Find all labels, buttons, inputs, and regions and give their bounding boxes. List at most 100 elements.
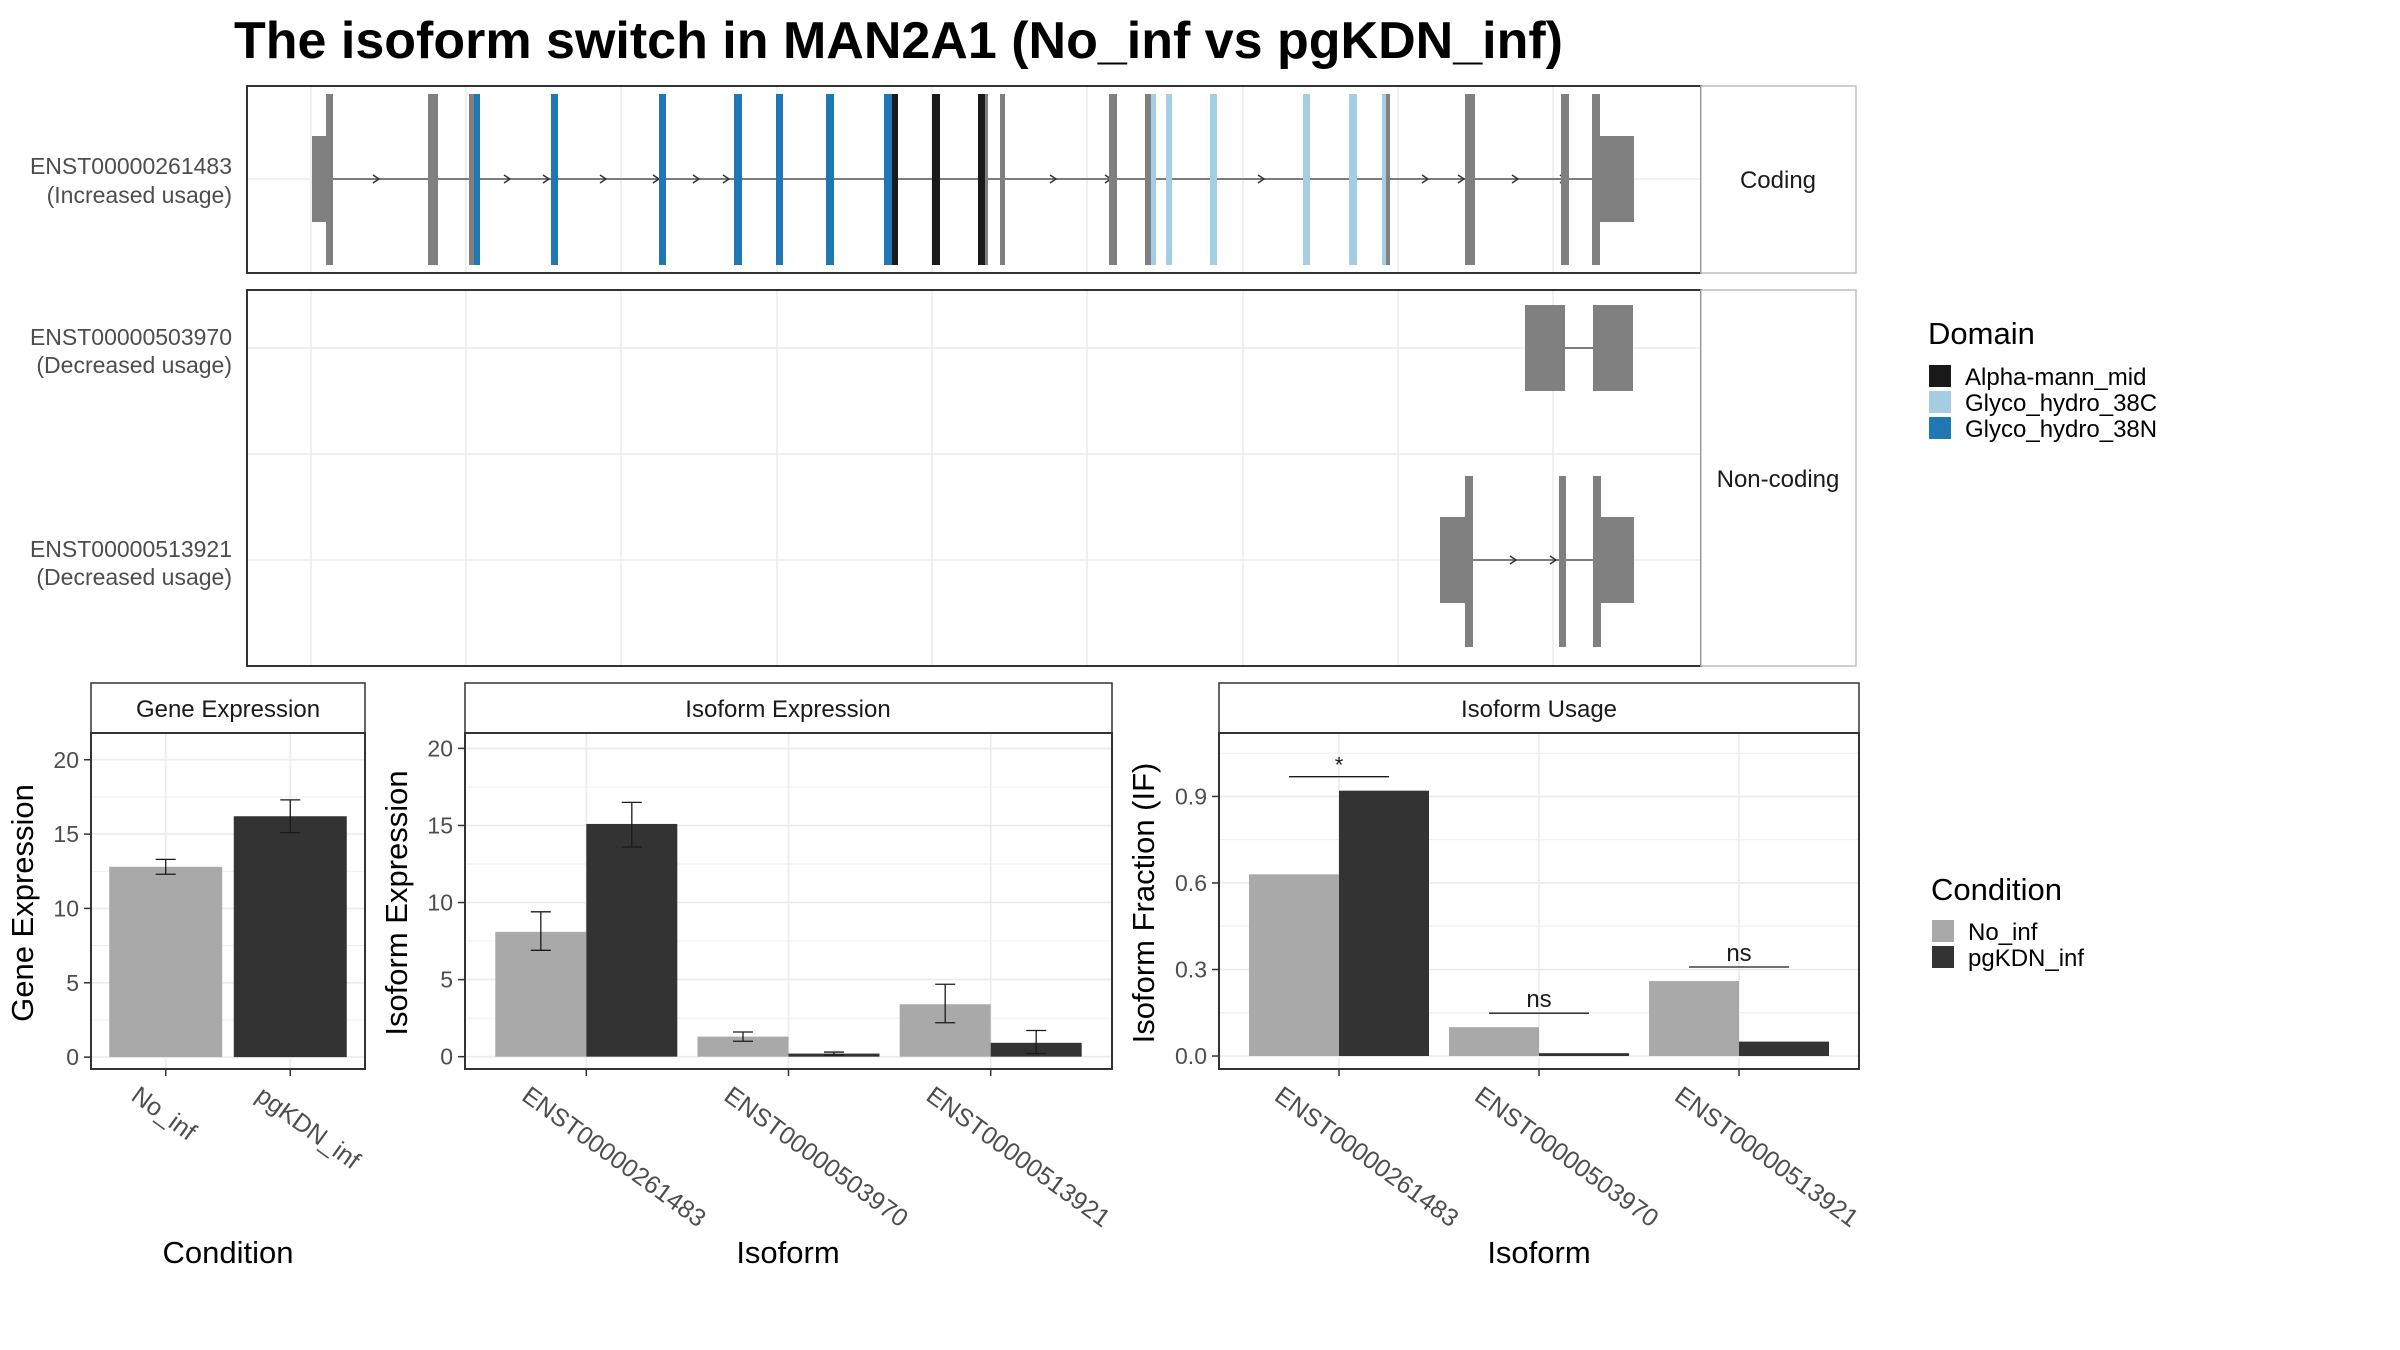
panel-title: Gene Expression	[136, 696, 320, 723]
domain-exon-Alpha-mann_mid	[932, 94, 940, 265]
transcript-label-usage: (Decreased usage)	[36, 352, 232, 378]
significance-label: ns	[1726, 940, 1751, 967]
panel-strip	[90, 682, 366, 734]
legend-label: Alpha-mann_mid	[1965, 364, 2146, 391]
exon	[1109, 94, 1117, 265]
transcript-label-usage: (Increased usage)	[47, 182, 232, 208]
legend-key-Glyco_hydro_38C	[1929, 391, 1951, 413]
exon	[428, 94, 438, 265]
exon	[1000, 94, 1005, 265]
legend-label: No_inf	[1968, 919, 2038, 946]
panel-strip	[1218, 682, 1860, 734]
y-tick-label: 0	[66, 1044, 79, 1070]
domain-exon-Glyco_hydro_38C	[1166, 94, 1172, 265]
x-tick-label: ENST00000261483	[1269, 1081, 1463, 1233]
x-tick-label: ENST00000261483	[517, 1081, 711, 1233]
legend-key-Glyco_hydro_38N	[1929, 417, 1951, 439]
noncoding-facet-background	[246, 289, 1702, 667]
domain-exon-Glyco_hydro_38N	[776, 94, 783, 265]
legend-key-Alpha-mann_mid	[1929, 365, 1951, 387]
x-tick-label: ENST00000503970	[1469, 1081, 1663, 1233]
legend-key-No_inf	[1932, 920, 1954, 942]
exon	[1145, 94, 1151, 265]
y-tick-label: 0.0	[1175, 1043, 1207, 1069]
x-tick-label: ENST00000503970	[719, 1081, 913, 1233]
transcript-label-usage: (Decreased usage)	[36, 564, 232, 590]
utr-exon	[312, 136, 327, 222]
bar	[586, 823, 678, 1057]
exon	[1465, 94, 1475, 265]
bars: * ns ns	[1249, 753, 1829, 1057]
legend-label: Glyco_hydro_38C	[1965, 390, 2157, 417]
y-tick-label: 20	[427, 735, 453, 761]
exon	[469, 94, 474, 265]
domain-exon-Glyco_hydro_38N	[474, 94, 480, 265]
exon	[1559, 476, 1566, 647]
x-axis-title: Isoform	[1487, 1235, 1590, 1270]
domain-exon-Alpha-mann_mid	[978, 94, 985, 265]
transcript-ENST00000261483	[312, 94, 1634, 265]
significance-label: *	[1335, 753, 1344, 778]
bar	[495, 931, 587, 1057]
y-tick-label: 0.3	[1175, 956, 1207, 982]
y-tick-label: 20	[53, 747, 79, 773]
intron-arrow	[1549, 555, 1558, 565]
domain-exon-Alpha-mann_mid	[892, 94, 898, 265]
bar	[1649, 981, 1739, 1057]
domain-legend-title: Domain	[1928, 316, 2035, 351]
y-axis-title: Isoform Expression	[379, 770, 414, 1035]
y-tick-label: 10	[427, 890, 453, 916]
condition-legend-title: Condition	[1931, 872, 2062, 907]
exon	[1593, 476, 1601, 647]
domain-exon-Glyco_hydro_38C	[1151, 94, 1156, 265]
panel-title: Isoform Expression	[685, 696, 890, 723]
coding-facet-strip	[1700, 85, 1857, 274]
bars	[495, 801, 1082, 1057]
domain-exon-Glyco_hydro_38N	[884, 94, 892, 265]
domain-exon-Glyco_hydro_38N	[659, 94, 666, 265]
y-tick-label: 15	[427, 812, 453, 838]
legend-key-pgKDN_inf	[1932, 946, 1954, 968]
panel-title: Isoform Usage	[1461, 696, 1617, 723]
structure-panel: Coding Non-coding ENST00000261483 (Incre…	[30, 85, 1857, 667]
bar	[1739, 1041, 1829, 1057]
x-tick-label: No_inf	[126, 1081, 201, 1146]
domain-exon-Glyco_hydro_38N	[826, 94, 834, 265]
intron-arrow	[1509, 555, 1518, 565]
exon	[985, 94, 988, 265]
exon	[1465, 476, 1473, 647]
domain-exon-Glyco_hydro_38C	[1349, 94, 1357, 265]
y-tick-label: 5	[66, 970, 79, 996]
x-tick-label: ENST00000513921	[921, 1081, 1115, 1233]
x-tick-label: pgKDN_inf	[251, 1081, 365, 1175]
figure-title: The isoform switch in MAN2A1 (No_inf vs …	[234, 12, 1563, 70]
legend-label: Glyco_hydro_38N	[1965, 416, 2157, 443]
y-tick-label: 0.6	[1175, 870, 1207, 896]
bar	[697, 1036, 789, 1057]
exon	[1561, 94, 1569, 265]
bar	[1539, 1053, 1629, 1057]
coding-facet-label: Coding	[1740, 167, 1816, 194]
transcript-label-id: ENST00000503970	[30, 324, 232, 350]
transcript-ENST00000503970	[1525, 305, 1633, 391]
domain-legend: Domain Alpha-mann_mid Glyco_hydro_38C Gl…	[1928, 316, 2157, 443]
exon	[326, 94, 333, 265]
x-tick-label: ENST00000513921	[1669, 1081, 1863, 1233]
y-tick-label: 5	[440, 967, 453, 993]
domain-exon-Glyco_hydro_38C	[1210, 94, 1217, 265]
noncoding-facet-strip	[1700, 289, 1857, 667]
bar	[1449, 1027, 1539, 1057]
domain-exon-Glyco_hydro_38N	[734, 94, 742, 265]
transcript-ENST00000513921	[1440, 476, 1634, 647]
exon	[1386, 94, 1390, 265]
noncoding-facet-label: Non-coding	[1717, 466, 1840, 493]
bar	[233, 816, 347, 1058]
domain-exon-Glyco_hydro_38N	[551, 94, 558, 265]
y-axis-title: Gene Expression	[5, 784, 40, 1022]
y-tick-label: 10	[53, 895, 79, 921]
transcript-label-id: ENST00000513921	[30, 536, 232, 562]
transcript-label-id: ENST00000261483	[30, 153, 232, 179]
exon	[1592, 94, 1600, 265]
